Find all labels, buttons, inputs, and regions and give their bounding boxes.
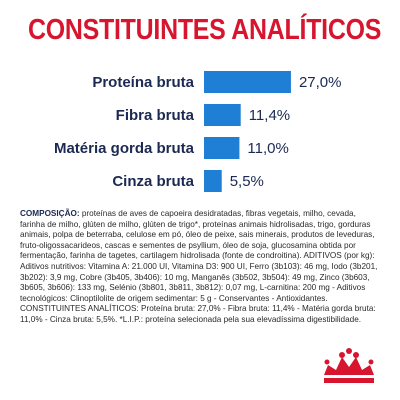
category-label: Proteína bruta — [92, 74, 194, 91]
composition-heading: COMPOSIÇÃO: — [20, 209, 80, 218]
value-label: 5,5% — [230, 173, 264, 190]
category-label: Matéria gorda bruta — [54, 140, 195, 157]
crown-band-icon — [324, 378, 374, 383]
composition-body: proteínas de aves de capoeira desidratad… — [20, 209, 378, 324]
bar — [204, 104, 241, 126]
category-label: Cinza bruta — [112, 173, 194, 190]
composition-text: COMPOSIÇÃO: proteínas de aves de capoeir… — [20, 209, 382, 326]
page-title: CONSTITUINTES ANALÍTICOS — [28, 14, 382, 46]
crown-icon — [324, 357, 374, 375]
crown-jewel-icon — [346, 348, 352, 354]
bar — [204, 170, 222, 192]
crown-jewel-icon — [339, 352, 345, 358]
value-label: 11,4% — [249, 107, 290, 124]
value-label: 27,0% — [299, 74, 342, 91]
crown-jewel-icon — [368, 359, 374, 365]
crown-jewel-icon — [353, 352, 359, 358]
bar — [204, 71, 291, 93]
value-label: 11,0% — [247, 140, 288, 157]
royal-canin-logo — [324, 348, 374, 383]
bar — [204, 137, 240, 159]
analytical-constituents-chart: Proteína bruta 27,0% Fibra bruta 11,4% Matér… — [54, 71, 342, 192]
crown-jewel-icon — [324, 359, 330, 365]
category-label: Fibra bruta — [116, 107, 195, 124]
